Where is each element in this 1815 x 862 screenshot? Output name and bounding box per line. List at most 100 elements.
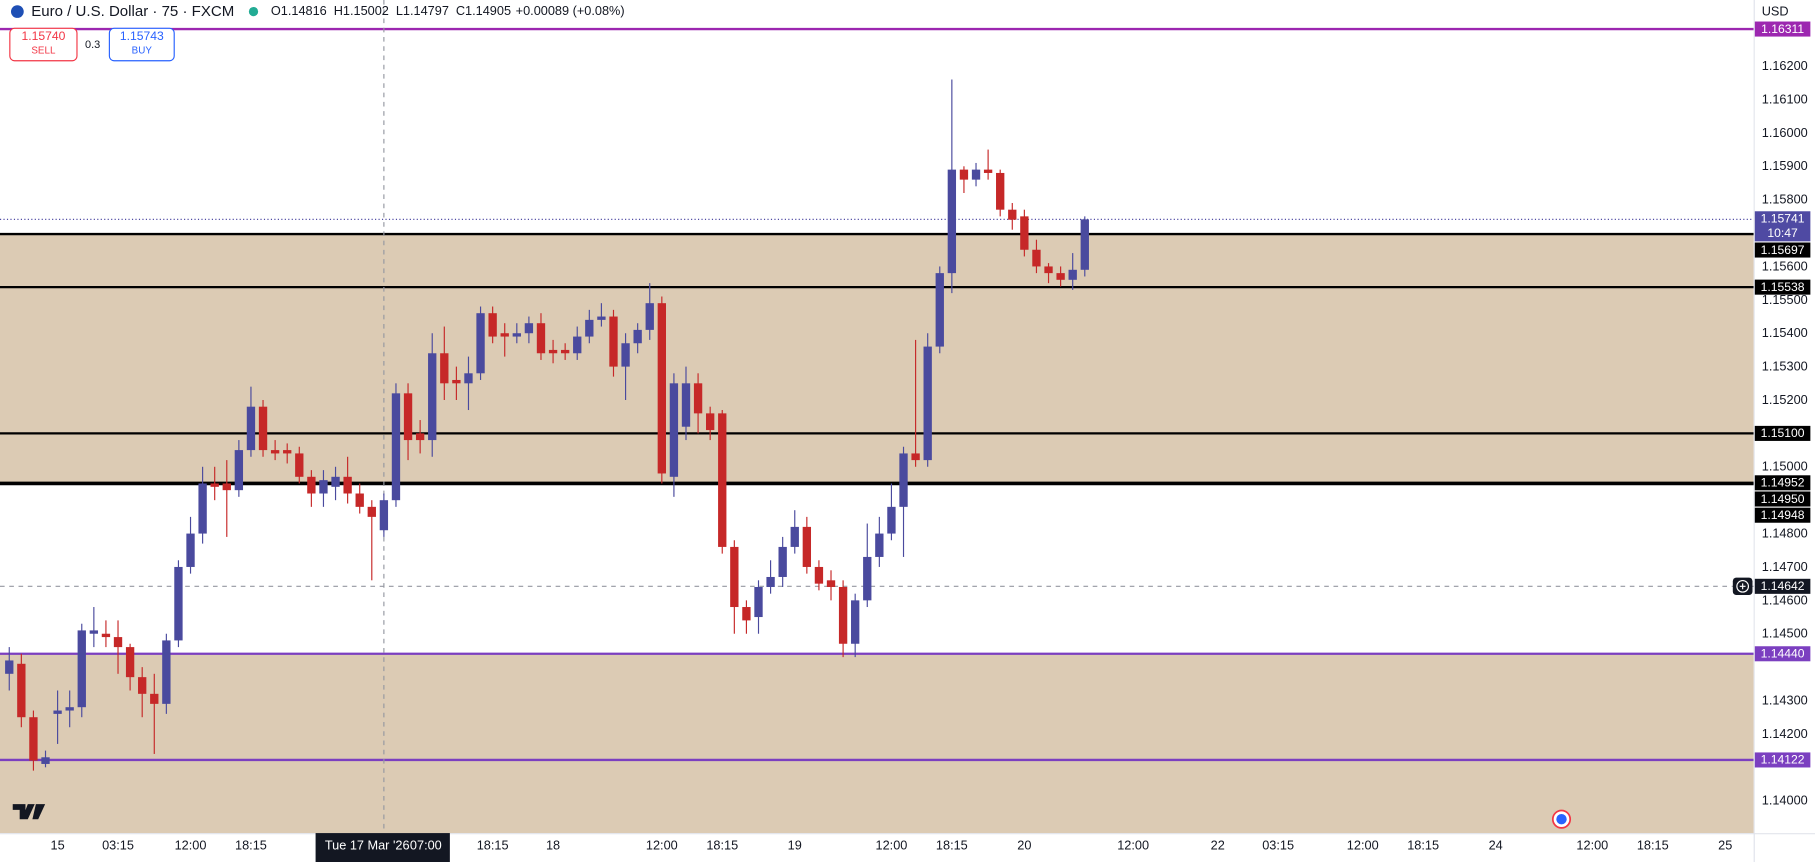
market-status [248,6,259,17]
candle-body [488,313,497,337]
candle-body [705,413,715,431]
level-tag [1754,279,1811,295]
x-tick-label: 18 [546,838,560,853]
candle-body [101,633,111,638]
candle-body [138,677,147,694]
candle-body [343,476,352,494]
x-tick-label: 20 [1017,838,1031,853]
candle-body [1056,273,1065,280]
candle-body [560,349,570,354]
candle-body [899,453,908,507]
y-tick-label: 1.15200 [1762,392,1808,407]
level-tag [1754,242,1811,258]
candle-body [911,453,920,461]
candle-body [283,450,292,454]
candle-body [718,413,727,547]
add-alert-plus [1739,583,1746,590]
crosshair-date: Tue 17 Mar '26 [325,838,410,853]
level-tag [1754,752,1811,768]
candle-body [355,493,364,507]
sell-button[interactable] [9,27,78,62]
candle-body [681,383,691,427]
level-tag-label: 1.16311 [1761,22,1804,36]
y-tick-label: 1.15500 [1762,292,1808,307]
y-tick-label: 1.14700 [1762,559,1808,574]
candle-body [1080,219,1089,270]
candle-body [826,580,836,587]
candle-body [730,546,739,608]
candle-body [778,546,787,577]
candle-body [802,526,812,567]
candle-body [790,526,799,547]
candle-body [295,453,304,477]
ohlc-change: +0.00089 (+0.08%) [516,4,625,19]
ohlc-value: 1.14905 [465,4,511,19]
y-tick-label: 1.15400 [1762,325,1808,340]
candle-body [367,506,376,517]
logo [12,804,46,820]
candle-body [391,393,401,501]
candle-body [887,506,896,534]
y-tick-label: 1.15600 [1762,258,1808,273]
candle-body [657,303,666,474]
event-icon-inner [1556,813,1567,825]
candle-body [983,169,993,173]
ohlc-value: 1.14816 [281,4,327,19]
candle-body [125,647,135,678]
x-tick-label: 12:00 [1347,838,1379,853]
x-tick-label: 12:00 [1117,838,1149,853]
ohlc-key: H [334,4,343,19]
ohlc-key: O [271,4,281,19]
level-tag-label: 1.14948 [1761,508,1805,522]
crosshair-time: 07:00 [410,838,442,853]
x-tick-label: 12:00 [175,838,207,853]
candle-body [971,169,981,180]
candle-body [1068,269,1077,280]
level-tag [1754,507,1811,523]
candle-body [585,319,594,337]
candle-body [415,433,425,441]
candle-body [814,566,824,584]
crosshair-time-tag [315,833,450,862]
candle-body [742,607,751,621]
x-tick-label: 15 [51,838,65,853]
y-tick-label: 1.15800 [1762,192,1808,207]
y-tick-label: 1.14800 [1762,526,1808,541]
sell-price: 1.15740 [21,29,65,43]
candle-body [53,710,62,714]
candle-body [548,349,558,354]
candle-body [5,660,14,674]
flag-icon [10,5,24,18]
buy-button[interactable] [108,27,175,62]
candle-body [319,480,328,494]
y-tick-label: 1.16200 [1762,58,1808,73]
candle-body [440,353,449,384]
spread: 0.3 [85,39,100,51]
y-tick-label: 1.16100 [1762,91,1808,106]
level-tag [1754,21,1811,37]
sell-label: SELL [31,46,56,57]
candle-body [935,273,944,347]
ohlc-key: C [456,4,465,19]
candle-body [536,323,546,354]
x-tick-label: 22 [1211,838,1225,853]
candle-body [198,483,207,534]
toolbar: Euro / U.S. Dollar · 75 · FXCM O1.14816 H… [9,3,1789,829]
candle-body [464,373,473,384]
x-tick-label: 25 [1718,838,1732,853]
candle-body [633,329,642,344]
candle-body [500,333,509,337]
level-tag-label: 1.15100 [1761,426,1805,440]
candle-body [428,353,437,441]
candle-body [77,630,86,708]
candle-body [222,483,231,491]
level-tag [1754,475,1811,491]
level-tag [1754,425,1811,441]
y-tick-label: 1.14200 [1762,726,1808,741]
candle-body [766,576,775,587]
level-tag-label: 1.14440 [1761,647,1805,661]
candle-body [512,333,521,337]
crosshair-price-tag [1754,578,1811,594]
candle-body [89,630,99,634]
